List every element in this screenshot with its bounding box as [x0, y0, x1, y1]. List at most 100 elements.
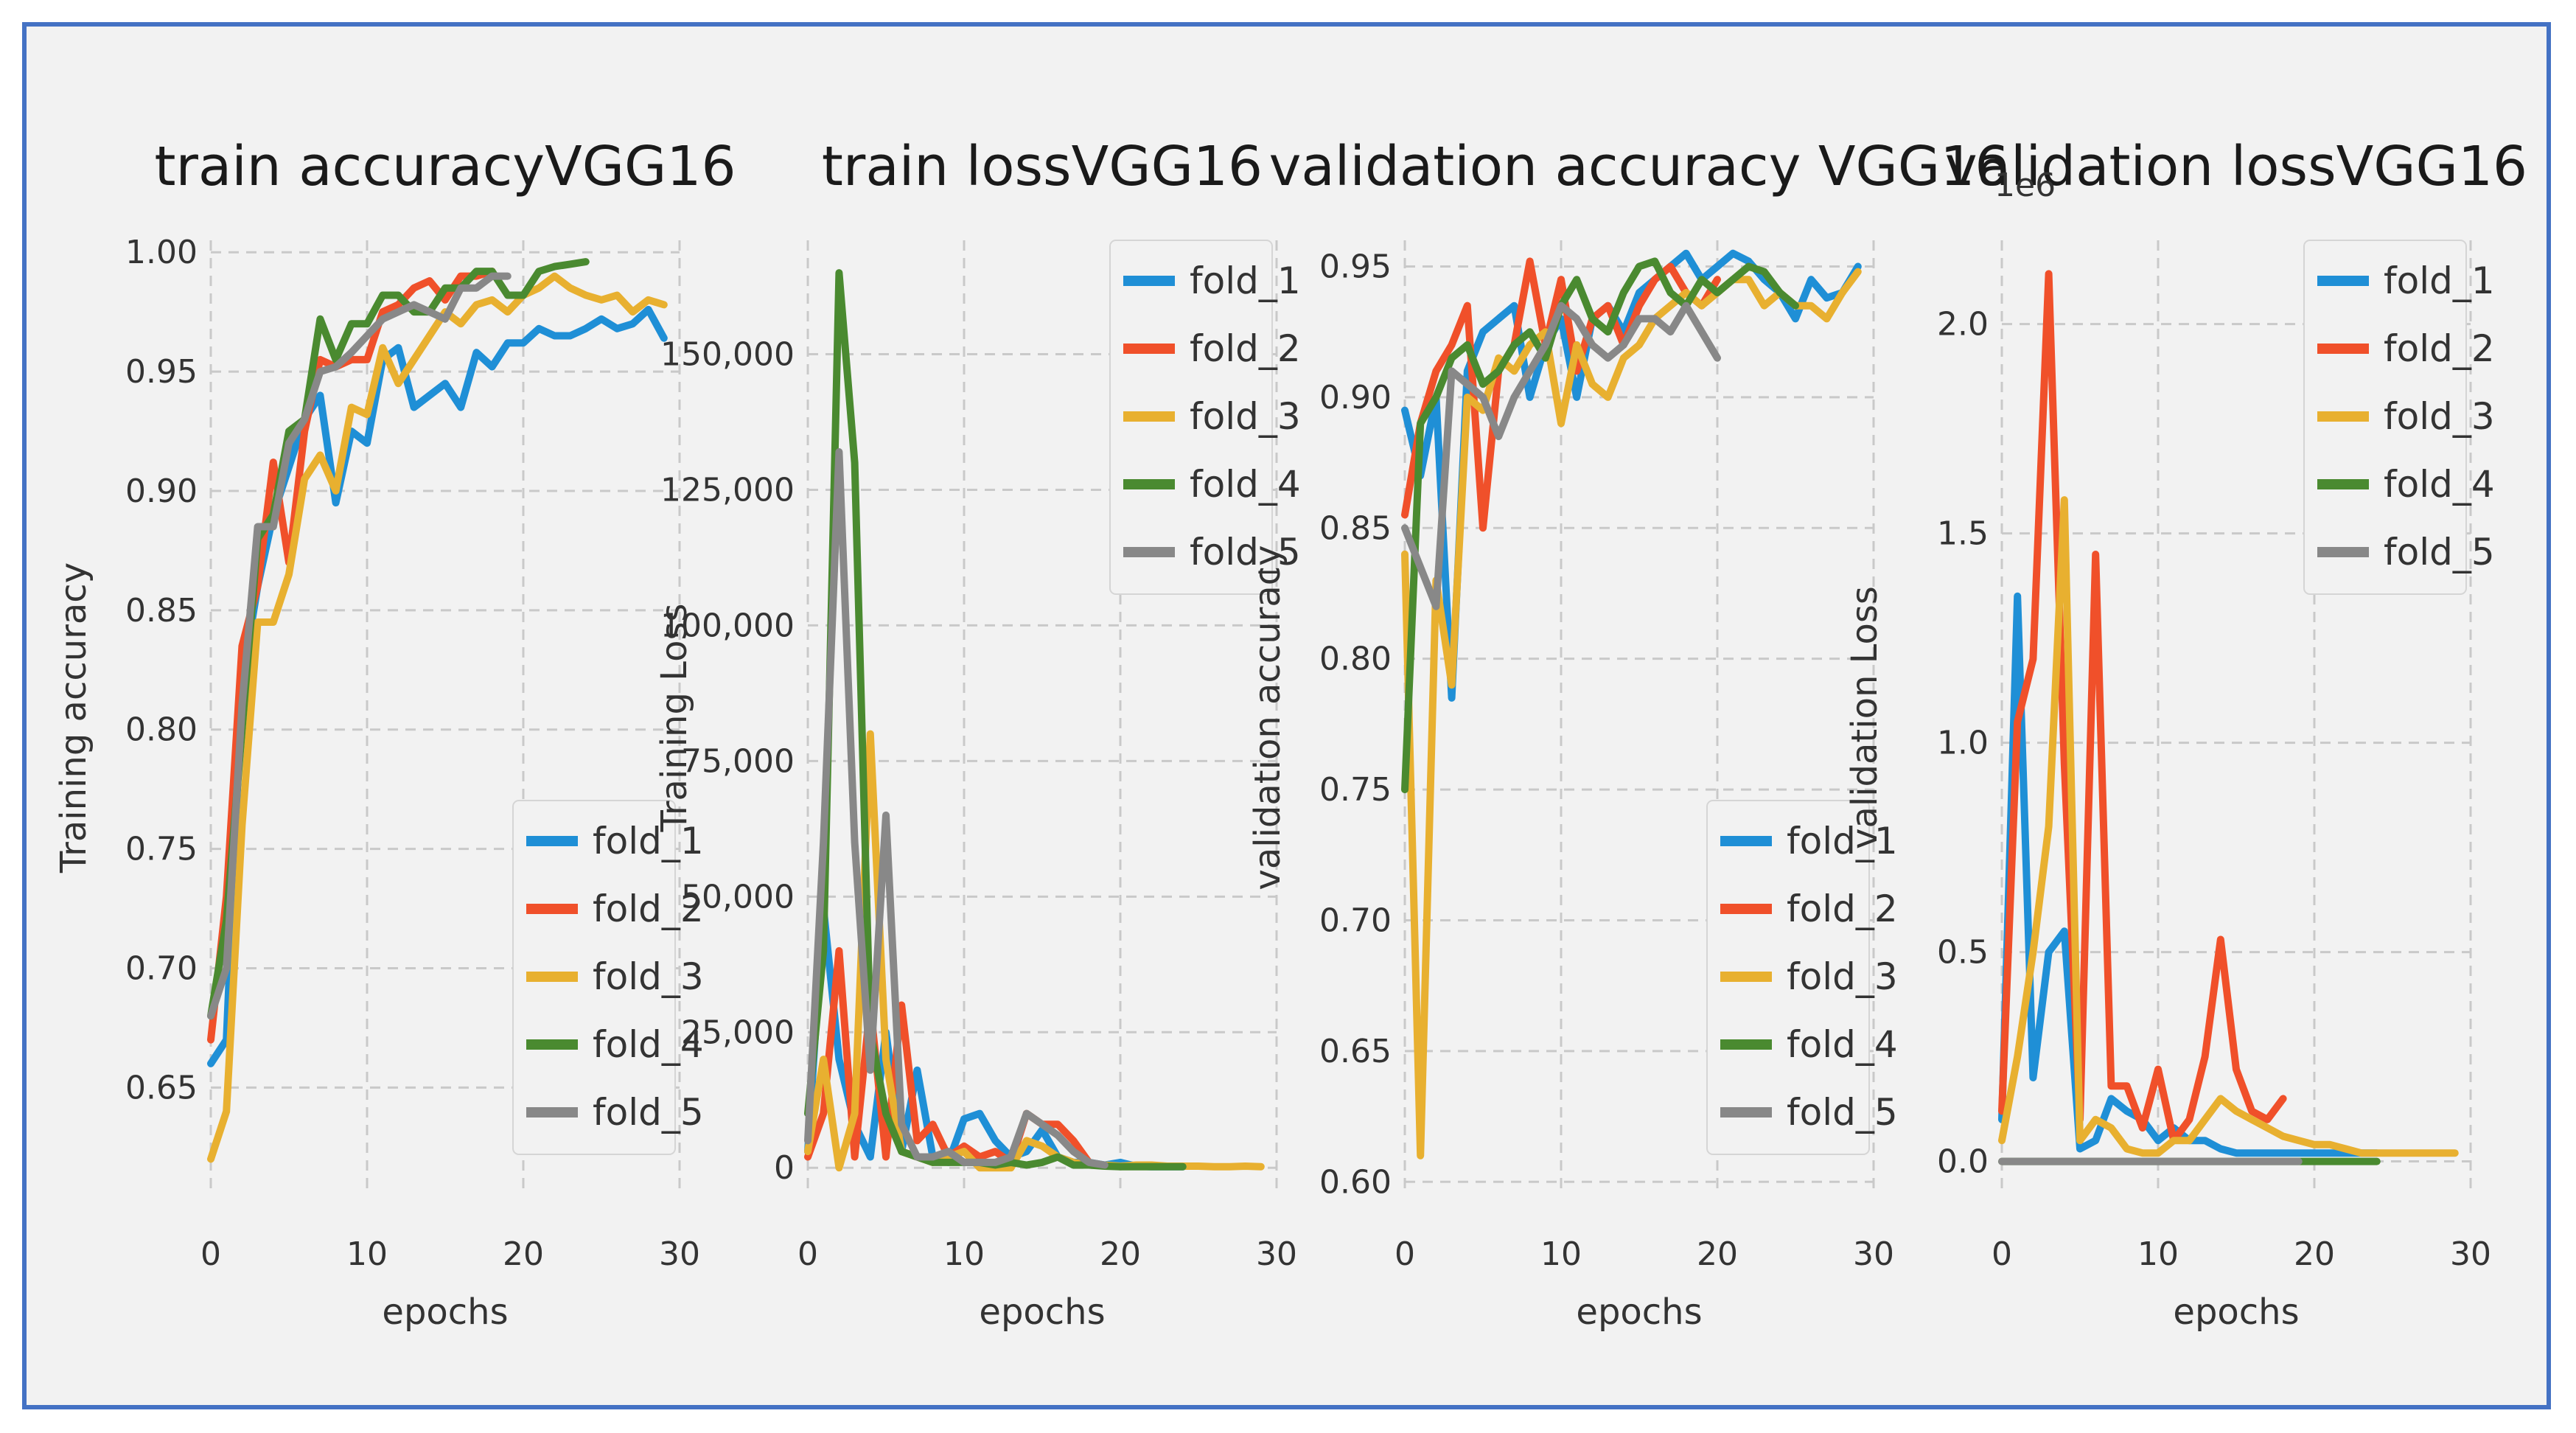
y-tick-label: 0.95	[125, 353, 198, 391]
chart-p1: 0.65 0.70 0.75 0.80 0.85 0.90 0.95 1.00 0 10 20 30 e…	[53, 135, 736, 1333]
x-tick-label: 20	[1100, 1235, 1141, 1273]
legend-label: fold_5	[1787, 1091, 1898, 1134]
y-axis-label: validation Loss	[1844, 586, 1885, 849]
series-line-fold-2	[1401, 257, 1721, 532]
x-tick-label: 20	[2294, 1235, 2335, 1273]
y-tick-label: 2.0	[1937, 306, 1989, 344]
y-tick-label: 0	[774, 1149, 795, 1187]
y-tick-label: 0.85	[125, 592, 198, 630]
x-tick-label: 30	[1853, 1235, 1894, 1273]
series-line-fold-3	[207, 272, 668, 1163]
x-tick-label: 10	[2137, 1235, 2179, 1273]
y-tick-label: 0.5	[1937, 934, 1989, 972]
legend-box	[1109, 240, 1273, 595]
x-axis-label: epochs	[979, 1291, 1105, 1333]
x-tick-label: 30	[659, 1235, 700, 1273]
chart-p3: 0.60 0.65 0.70 0.75 0.80 0.85 0.90 0.95 0 10 20 30 e…	[1247, 135, 2009, 1333]
x-axis-label: epochs	[1576, 1291, 1702, 1333]
y-tick-label: 0.0	[1937, 1143, 1989, 1181]
legend-box	[1706, 800, 1870, 1155]
chart-p4: 0.0 0.5 1.0 1.5 2.0 0 10 20 30 epochs validation L…	[1844, 135, 2527, 1333]
y-axis-label: Training Loss	[654, 604, 695, 833]
y-tick-label: 0.60	[1319, 1163, 1392, 1201]
legend: fold_1 fold_2 fold_3 fold_4 fold_5	[1706, 800, 1898, 1155]
legend: fold_1 fold_2 fold_3 fold_4 fold_5	[2303, 240, 2495, 595]
y-tick-label: 0.75	[125, 831, 198, 868]
figure-canvas: 0.650.700.750.800.850.900.951.000 10 20 30e…	[53, 135, 2527, 1333]
chart-p2: 0 25,000 50,000 75,000 100,000 125,000 150,000…	[654, 135, 1301, 1333]
x-tick-label: 0	[1992, 1235, 2012, 1273]
legend-label: fold_4	[1787, 1023, 1898, 1066]
x-tick-label: 0	[797, 1235, 818, 1273]
legend-label: fold_4	[1190, 463, 1301, 506]
x-tick-label: 10	[346, 1235, 388, 1273]
legend-label: fold_3	[1787, 955, 1898, 998]
x-axis-label: epochs	[382, 1291, 508, 1333]
legend-label: fold_3	[593, 955, 704, 998]
legend-box	[512, 800, 676, 1155]
legend-label: fold_5	[1190, 531, 1301, 573]
series-line-fold-5	[804, 448, 1109, 1169]
legend-label: fold_5	[2384, 531, 2495, 573]
series-line-fold-3	[1998, 496, 2459, 1157]
x-tick-label: 10	[1540, 1235, 1582, 1273]
legend: fold_1 fold_2 fold_3 fold_4 fold_5	[512, 800, 704, 1155]
legend-label: fold_4	[593, 1023, 704, 1066]
x-tick-label: 10	[943, 1235, 985, 1273]
legend-label: fold_3	[1190, 395, 1301, 438]
legend-label: fold_2	[1787, 888, 1898, 930]
chart-title: validation accuracy VGG16	[1269, 135, 2010, 198]
legend-label: fold_2	[2384, 327, 2495, 370]
y-tick-label: 0.80	[125, 711, 198, 749]
figure-frame: 0.65 0.70 0.75 0.80 0.85 0.90 0.95 1.00 0 10 20 30 e…	[22, 22, 2551, 1409]
y-tick-label: 75,000	[681, 742, 795, 780]
legend-box	[2303, 240, 2467, 595]
y-tick-label: 25,000	[681, 1014, 795, 1051]
chart-title: train accuracyVGG16	[154, 135, 736, 198]
offset-label: 1e6	[1994, 167, 2056, 204]
series-line-fold-2	[207, 268, 496, 1044]
chart-title: validation lossVGG16	[1945, 135, 2527, 198]
y-tick-label: 0.95	[1319, 248, 1392, 285]
y-tick-label: 1.0	[1937, 725, 1989, 762]
legend-label: fold_1	[593, 820, 704, 862]
y-axis-label: Training accuracy	[53, 562, 94, 874]
y-tick-label: 0.70	[125, 949, 198, 987]
y-tick-label: 0.90	[1319, 379, 1392, 416]
y-tick-label: 1.00	[125, 234, 198, 271]
y-tick-label: 50,000	[681, 878, 795, 916]
series-line-fold-2	[1998, 270, 2287, 1145]
series-line-fold-1	[804, 904, 1187, 1171]
x-tick-label: 20	[1697, 1235, 1738, 1273]
legend-label: fold_1	[1787, 820, 1898, 862]
legend-label: fold_1	[2384, 259, 2495, 302]
x-tick-label: 30	[2450, 1235, 2491, 1273]
y-tick-label: 0.85	[1319, 509, 1392, 547]
series-line-fold-4	[1401, 257, 1799, 794]
legend-label: fold_2	[593, 888, 704, 930]
y-tick-label: 0.70	[1319, 902, 1392, 939]
y-tick-label: 150,000	[660, 336, 795, 374]
series-line-fold-5	[207, 272, 512, 1020]
legend-label: fold_5	[593, 1091, 704, 1134]
legend-label: fold_2	[1190, 327, 1301, 370]
y-tick-label: 0.65	[125, 1069, 198, 1106]
x-axis-label: epochs	[2173, 1291, 2299, 1333]
legend-label: fold_1	[1190, 259, 1301, 302]
y-tick-label: 0.75	[1319, 771, 1392, 809]
y-tick-label: 0.80	[1319, 641, 1392, 678]
y-tick-label: 100,000	[660, 607, 795, 644]
legend-label: fold_3	[2384, 395, 2495, 438]
chart-title: train lossVGG16	[822, 135, 1263, 198]
legend-label: fold_4	[2384, 463, 2495, 506]
y-tick-label: 1.5	[1937, 515, 1989, 553]
series-line-fold-5	[1401, 301, 1721, 610]
x-tick-label: 20	[503, 1235, 544, 1273]
x-tick-label: 0	[200, 1235, 221, 1273]
x-tick-label: 30	[1256, 1235, 1297, 1273]
x-tick-label: 0	[1395, 1235, 1415, 1273]
y-tick-label: 125,000	[660, 471, 795, 509]
legend: fold_1 fold_2 fold_3 fold_4 fold_5	[1109, 240, 1301, 595]
y-tick-label: 0.65	[1319, 1033, 1392, 1070]
y-axis-label: validation accuracy	[1247, 545, 1288, 890]
